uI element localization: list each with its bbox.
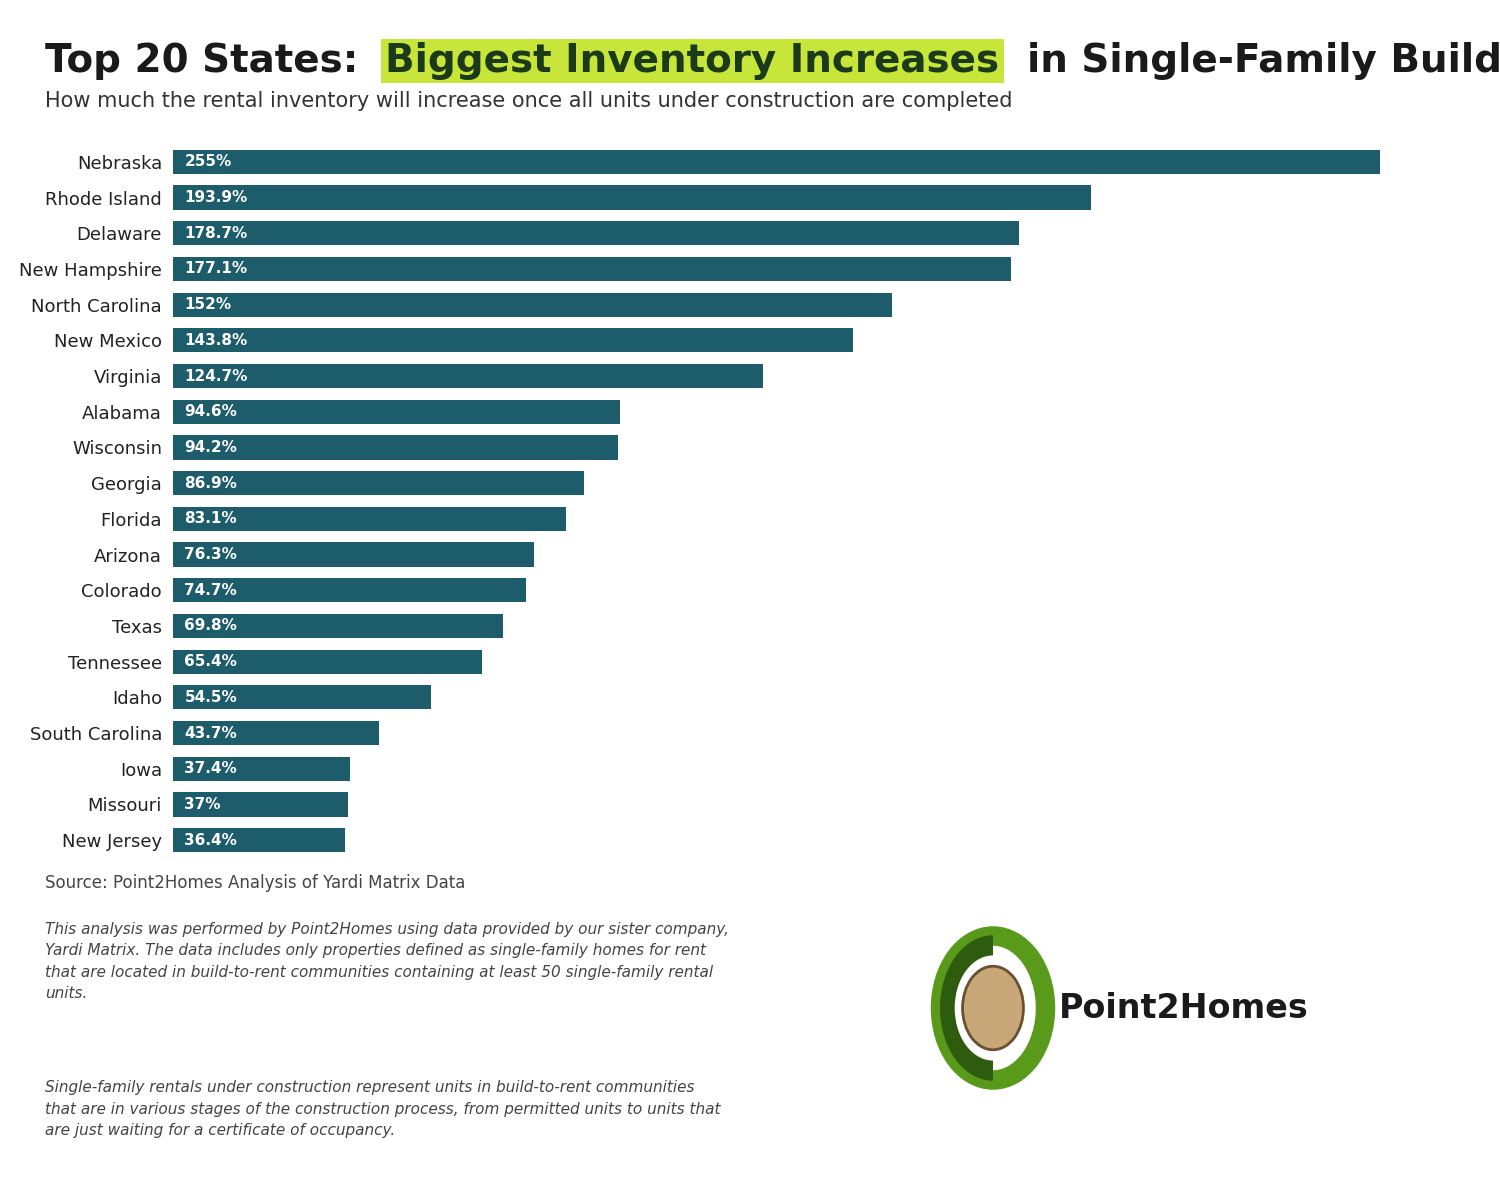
Bar: [172, 542, 534, 566]
Bar: [172, 828, 345, 852]
Text: 36.4%: 36.4%: [184, 833, 237, 847]
Bar: [172, 436, 618, 460]
Text: 177.1%: 177.1%: [184, 262, 248, 276]
Wedge shape: [940, 935, 993, 1081]
Bar: [172, 614, 503, 638]
Bar: [172, 150, 1380, 174]
Bar: [172, 578, 526, 602]
Bar: [172, 757, 350, 781]
Text: 94.6%: 94.6%: [184, 404, 237, 419]
Bar: [172, 506, 566, 530]
Text: 37.4%: 37.4%: [184, 761, 237, 776]
Text: 69.8%: 69.8%: [184, 618, 237, 634]
Text: 152%: 152%: [184, 298, 231, 312]
Text: 178.7%: 178.7%: [184, 226, 248, 241]
Text: How much the rental inventory will increase once all units under construction ar: How much the rental inventory will incre…: [45, 91, 1012, 112]
Text: 86.9%: 86.9%: [184, 475, 237, 491]
Text: 65.4%: 65.4%: [184, 654, 237, 670]
Text: 74.7%: 74.7%: [184, 583, 237, 598]
Bar: [172, 472, 584, 496]
Text: Single-family rentals under construction represent units in build-to-rent commun: Single-family rentals under construction…: [45, 1080, 720, 1138]
Bar: [172, 293, 892, 317]
Text: 255%: 255%: [184, 155, 231, 169]
Text: 37%: 37%: [184, 797, 220, 812]
Text: 43.7%: 43.7%: [184, 726, 237, 740]
Bar: [172, 364, 764, 388]
Text: 76.3%: 76.3%: [184, 547, 237, 562]
Bar: [172, 186, 1090, 210]
Text: in Single-Family Build-to-Rent: in Single-Family Build-to-Rent: [999, 42, 1500, 80]
Bar: [172, 685, 430, 709]
Bar: [172, 721, 380, 745]
Bar: [172, 221, 1019, 245]
Text: 54.5%: 54.5%: [184, 690, 237, 704]
Text: 94.2%: 94.2%: [184, 440, 237, 455]
Circle shape: [940, 936, 1046, 1080]
Text: Top 20 States:: Top 20 States:: [45, 42, 386, 80]
Text: 193.9%: 193.9%: [184, 190, 248, 205]
Text: 124.7%: 124.7%: [184, 368, 248, 384]
Bar: [172, 329, 853, 353]
Text: 143.8%: 143.8%: [184, 332, 248, 348]
Bar: [172, 649, 482, 673]
Text: This analysis was performed by Point2Homes using data provided by our sister com: This analysis was performed by Point2Hom…: [45, 922, 729, 1001]
Bar: [172, 792, 348, 816]
Bar: [172, 400, 621, 424]
Text: Biggest Inventory Increases: Biggest Inventory Increases: [386, 42, 999, 80]
Circle shape: [963, 966, 1023, 1050]
Text: Source: Point2Homes Analysis of Yardi Matrix Data: Source: Point2Homes Analysis of Yardi Ma…: [45, 874, 465, 892]
Bar: [172, 257, 1011, 281]
Text: Point2Homes: Point2Homes: [1059, 991, 1308, 1025]
Text: 83.1%: 83.1%: [184, 511, 237, 527]
